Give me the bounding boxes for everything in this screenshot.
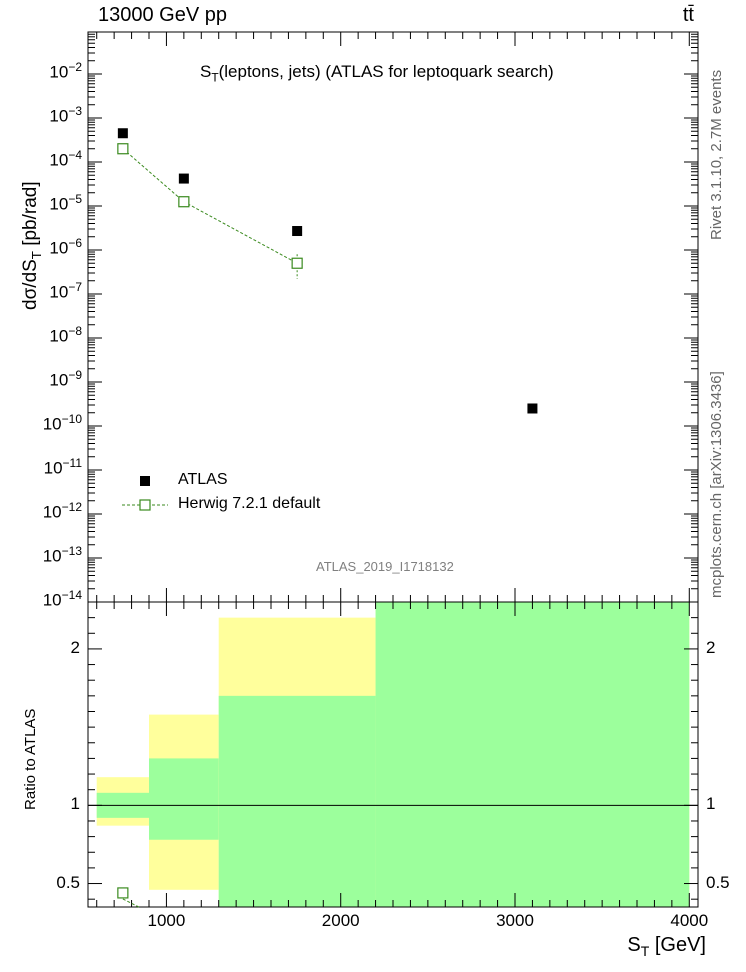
- ratio-y-tick-label-left: 2: [70, 637, 80, 657]
- x-axis-label: ST [GeV]: [627, 934, 706, 959]
- green-band-bin-3: [218, 695, 376, 907]
- x-tick-label: 3000: [496, 911, 534, 930]
- herwig-line: [122, 148, 298, 264]
- x-tick-label: 2000: [321, 911, 360, 930]
- analysis-id-label: ATLAS_2019_I1718132: [316, 559, 454, 574]
- y-tick-label: 10−12: [42, 499, 82, 522]
- y-axis-label-ratio: Ratio to ATLAS: [22, 708, 39, 810]
- ratio-y-tick-label-right: 1: [706, 794, 716, 814]
- y-tick-label: 10−11: [43, 455, 82, 478]
- atlas-point: [178, 173, 189, 184]
- x-tick-label: 1000: [147, 911, 186, 930]
- ratio-uncertainty-bands: [96, 602, 690, 907]
- green-band-bin-2: [149, 758, 219, 840]
- herwig-point: [291, 257, 303, 269]
- y-tick-label: 10−14: [42, 588, 82, 610]
- mcplots-reference-label: mcplots.cern.ch [arXiv:1306.3436]: [708, 371, 725, 598]
- upper-frame-box: [87, 31, 699, 603]
- y-tick-label: 10−6: [49, 235, 82, 258]
- chart-title: ST(leptons, jets) (ATLAS for leptoquark …: [200, 62, 554, 85]
- atlas-point: [117, 128, 128, 139]
- upper-panel-frame: [87, 31, 699, 603]
- chart-marks: [117, 128, 538, 908]
- atlas-point: [527, 403, 538, 414]
- y-tick-label: 10−9: [49, 367, 82, 390]
- legend-atlas-marker: [140, 476, 150, 486]
- herwig-point: [117, 143, 129, 155]
- y-axis-label-main: dσ/dST [pb/rad]: [20, 181, 44, 310]
- rivet-version-label: Rivet 3.1.10, 2.7M events: [708, 69, 725, 240]
- legend-entry-2: Herwig 7.2.1 default: [178, 495, 321, 512]
- x-tick-label: 4000: [670, 911, 709, 930]
- y-tick-label: 10−8: [49, 323, 82, 346]
- y-tick-label: 10−2: [49, 59, 82, 82]
- y-tick-label: 10−10: [42, 411, 82, 434]
- process-label: tt̄: [682, 4, 694, 26]
- y-tick-label: 10−3: [49, 103, 82, 126]
- energy-label: 13000 GeV pp: [98, 4, 227, 26]
- legend-herwig-marker: [139, 499, 151, 511]
- y-tick-label: 10−13: [42, 543, 82, 566]
- ratio-y-tick-label-right: 2: [706, 637, 716, 657]
- green-band-bin-4: [375, 602, 690, 907]
- y-tick-label: 10−4: [49, 147, 82, 170]
- ratio-y-tick-label-left: 0.5: [56, 872, 80, 892]
- ratio-y-tick-label-right: 0.5: [706, 872, 730, 892]
- ratio-panel-frame: [87, 601, 699, 908]
- ratio-herwig-line: [122, 898, 140, 908]
- ratio-herwig-point: [117, 887, 129, 899]
- atlas-point: [292, 226, 303, 237]
- herwig-point: [178, 196, 190, 208]
- y-tick-label: 10−7: [49, 279, 82, 302]
- legend-entry-1: ATLAS: [178, 471, 228, 488]
- y-tick-label: 10−5: [49, 191, 82, 214]
- ratio-y-tick-label-left: 1: [70, 794, 80, 814]
